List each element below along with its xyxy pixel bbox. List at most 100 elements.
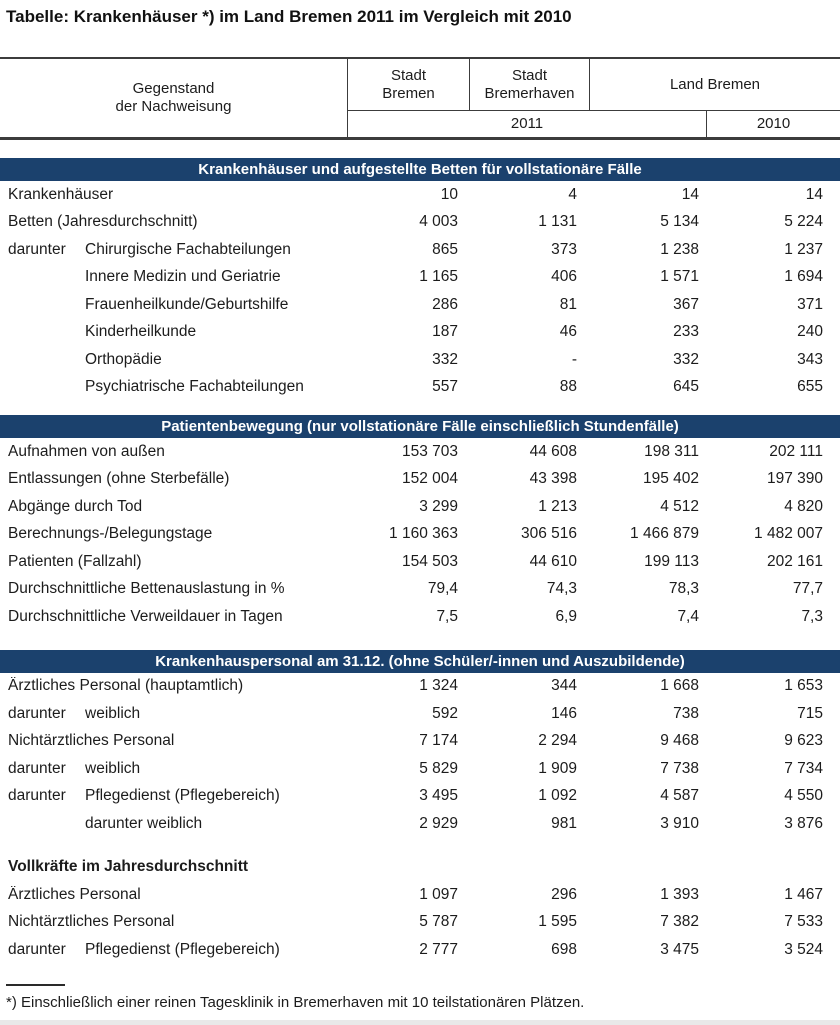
row-label-cell: Orthopädie <box>0 351 348 369</box>
table-row: Aufnahmen von außen 153 703 44 608 198 311 2… <box>0 438 840 466</box>
cell-land-bremen-2010: 3 524 <box>784 940 823 958</box>
cell-stadt-bremerhaven: 81 <box>559 295 577 313</box>
row-label-cell: Abgänge durch Tod <box>0 498 348 516</box>
cell-stadt-bremen: 3 299 <box>419 497 458 515</box>
cell-land-bremen-2010: 7 734 <box>784 759 823 777</box>
row-label: weiblich <box>85 759 141 777</box>
cell-stadt-bremen: 7,5 <box>436 607 458 625</box>
table-row: Kinderheilkunde 187 46 233 240 <box>0 319 840 347</box>
row-label: Aufnahmen von außen <box>8 442 165 460</box>
row-label-cell: Patienten (Fallzahl) <box>0 553 348 571</box>
cell-stadt-bremen: 865 <box>432 240 458 258</box>
cell-stadt-bremen: 2 929 <box>419 814 458 832</box>
table-row: darunter Pflegedienst (Pflegebereich) 3 49… <box>0 783 840 811</box>
cell-stadt-bremen: 5 787 <box>419 913 458 931</box>
table-row: Innere Medizin und Geriatrie 1 165 406 1 57… <box>0 264 840 292</box>
cell-land-bremen-2011: 3 910 <box>660 814 699 832</box>
table-row: Krankenhäuser 10 4 14 14 <box>0 181 840 209</box>
cell-stadt-bremen: 10 <box>440 185 458 203</box>
row-label: Patienten (Fallzahl) <box>8 552 142 570</box>
cell-stadt-bremerhaven: 146 <box>551 704 577 722</box>
cell-stadt-bremerhaven: 1 213 <box>538 497 577 515</box>
row-label: Innere Medizin und Geriatrie <box>85 268 281 286</box>
cell-stadt-bremen: 7 174 <box>419 732 458 750</box>
row-label-cell: darunter Pflegedienst (Pflegebereich) <box>0 941 348 959</box>
header-year-2010-label: 2010 <box>756 115 791 132</box>
table-row: Durchschnittliche Bettenauslastung in % 7… <box>0 576 840 604</box>
table-row: Betten (Jahresdurchschnitt) 4 003 1 131 5 1… <box>0 209 840 237</box>
table-row: Psychiatrische Fachabteilungen 557 88 645 65… <box>0 374 840 402</box>
cell-stadt-bremen: 4 003 <box>419 213 458 231</box>
row-label: Durchschnittliche Bettenauslastung in % <box>8 580 285 598</box>
header-col-stadt-bremen-line2: Bremen <box>382 84 435 102</box>
cell-stadt-bremerhaven: 1 595 <box>538 913 577 931</box>
cell-stadt-bremerhaven: 1 131 <box>538 213 577 231</box>
cell-stadt-bremen: 152 004 <box>401 470 458 488</box>
cell-stadt-bremerhaven: 2 294 <box>538 732 577 750</box>
cell-land-bremen-2010: 5 224 <box>784 213 823 231</box>
row-label-cell: darunter Chirurgische Fachabteilungen <box>0 241 348 259</box>
row-label: Durchschnittliche Verweildauer in Tagen <box>8 607 283 625</box>
cell-land-bremen-2011: 14 <box>681 185 699 203</box>
cell-land-bremen-2010: 1 237 <box>784 240 823 258</box>
cell-stadt-bremerhaven: 344 <box>551 677 577 695</box>
table-row: Orthopädie 332 - 332 343 <box>0 346 840 374</box>
cell-land-bremen-2010: 371 <box>797 295 823 313</box>
cell-land-bremen-2010: 1 467 <box>784 885 823 903</box>
row-label-cell: darunter weiblich <box>0 815 348 833</box>
row-prefix: darunter <box>8 759 66 777</box>
row-label: Nichtärztliches Personal <box>8 913 175 931</box>
row-label-cell: Frauenheilkunde/Geburtshilfe <box>0 296 348 314</box>
footnote: *) Einschließlich einer reinen Tagesklin… <box>6 993 585 1011</box>
section-betten-rows: Krankenhäuser 10 4 14 14 Betten (Jahresdurchs… <box>0 181 840 401</box>
cell-stadt-bremen: 154 503 <box>401 552 458 570</box>
row-label: Frauenheilkunde/Geburtshilfe <box>85 295 289 313</box>
table-row: Ärztliches Personal (hauptamtlich) 1 324 3… <box>0 673 840 701</box>
table-row: darunter Pflegedienst (Pflegebereich) 2 77… <box>0 936 840 964</box>
header-col-stadt-bremen-line1: Stadt <box>390 66 427 84</box>
cell-stadt-bremen: 1 097 <box>419 885 458 903</box>
row-prefix: darunter <box>8 787 66 805</box>
header-year-2011-label: 2011 <box>510 115 544 132</box>
cell-stadt-bremerhaven: 698 <box>551 940 577 958</box>
cell-stadt-bremen: 79,4 <box>427 580 458 598</box>
cell-stadt-bremen: 592 <box>432 704 458 722</box>
table-row: Durchschnittliche Verweildauer in Tagen 7… <box>0 603 840 631</box>
section-personal: Krankenhauspersonal am 31.12. (ohne Schü… <box>0 649 840 838</box>
cell-land-bremen-2011: 3 475 <box>660 940 699 958</box>
row-label-cell: Ärztliches Personal (hauptamtlich) <box>0 677 348 695</box>
cell-land-bremen-2010: 202 161 <box>766 552 823 570</box>
cell-stadt-bremerhaven: 43 398 <box>529 470 577 488</box>
section-personal-heading: Krankenhauspersonal am 31.12. (ohne Schü… <box>0 649 840 673</box>
cell-land-bremen-2010: 202 111 <box>769 442 823 460</box>
cell-land-bremen-2010: 3 876 <box>784 814 823 832</box>
cell-land-bremen-2010: 9 623 <box>784 732 823 750</box>
row-label-cell: darunter Pflegedienst (Pflegebereich) <box>0 787 348 805</box>
cell-stadt-bremen: 1 324 <box>419 677 458 695</box>
cell-land-bremen-2011: 645 <box>673 378 699 396</box>
row-label: Kinderheilkunde <box>85 323 197 341</box>
row-label: Nichtärztliches Personal <box>8 732 175 750</box>
cell-land-bremen-2011: 1 238 <box>660 240 699 258</box>
row-label: Betten (Jahresdurchschnitt) <box>8 213 198 231</box>
cell-stadt-bremen: 286 <box>432 295 458 313</box>
cell-land-bremen-2011: 367 <box>673 295 699 313</box>
row-label-cell: darunter weiblich <box>0 760 348 778</box>
cell-stadt-bremerhaven: 4 <box>568 185 577 203</box>
cell-land-bremen-2011: 198 311 <box>644 442 699 460</box>
row-label-cell: Betten (Jahresdurchschnitt) <box>0 213 348 231</box>
cell-land-bremen-2010: 240 <box>797 323 823 341</box>
table-row: Nichtärztliches Personal 7 174 2 294 9 468 9… <box>0 728 840 756</box>
row-label: Pflegedienst (Pflegebereich) <box>85 787 280 805</box>
cell-stadt-bremen: 557 <box>432 378 458 396</box>
cell-land-bremen-2010: 197 390 <box>766 470 823 488</box>
header-col-stadt-bremerhaven-line2: Bremerhaven <box>484 84 575 102</box>
cell-stadt-bremen: 332 <box>432 350 458 368</box>
table-row: Entlassungen (ohne Sterbefälle) 152 004 43… <box>0 466 840 494</box>
row-label-cell: Durchschnittliche Verweildauer in Tagen <box>0 608 348 626</box>
footnote-rule <box>6 983 65 986</box>
section-personal-rows: Ärztliches Personal (hauptamtlich) 1 324 3… <box>0 673 840 838</box>
section-vollkraefte: Vollkräfte im Jahresdurchschnitt Ärztlic… <box>0 854 840 964</box>
cell-land-bremen-2010: 4 550 <box>784 787 823 805</box>
section-patientenbewegung: Patientenbewegung (nur vollstationäre Fä… <box>0 415 840 631</box>
